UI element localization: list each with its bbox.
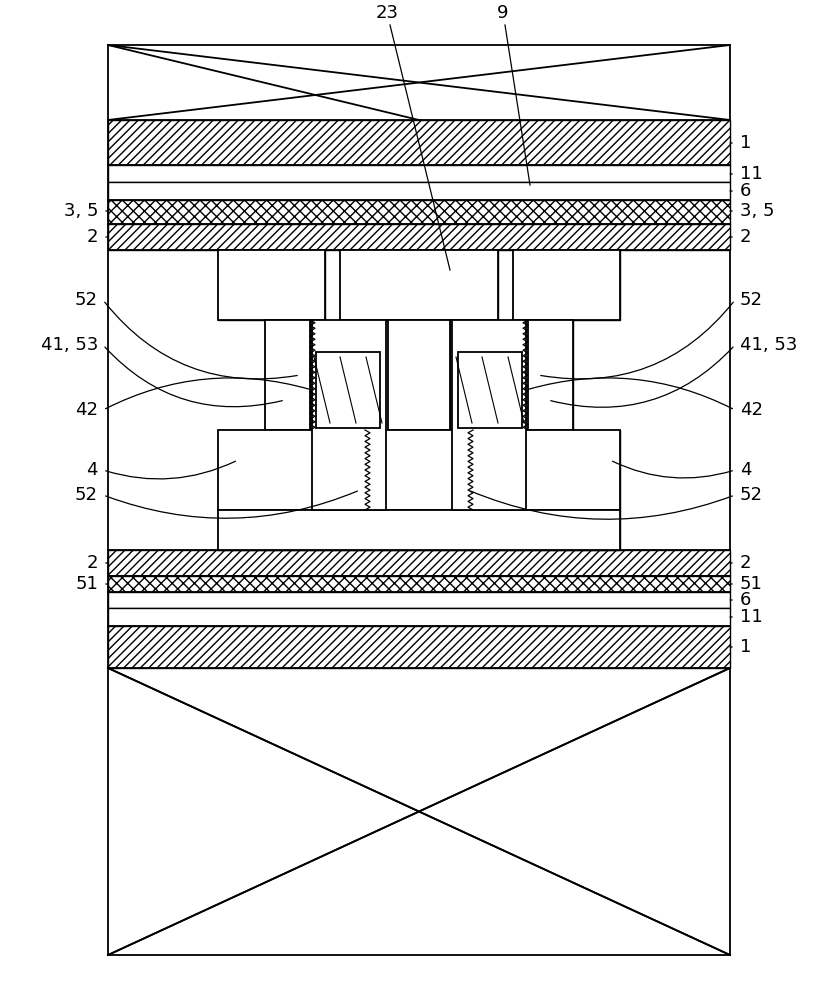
Text: 51: 51	[740, 575, 763, 593]
Bar	[218, 430, 365, 510]
Text: 41, 53: 41, 53	[740, 336, 798, 354]
Bar	[473, 430, 620, 510]
Bar	[312, 320, 386, 510]
Bar	[218, 250, 325, 320]
Text: 11: 11	[740, 608, 763, 626]
Bar	[316, 352, 380, 428]
Text: 1: 1	[740, 134, 752, 152]
Bar	[365, 430, 473, 510]
Bar	[388, 320, 450, 430]
Bar	[108, 165, 730, 182]
Bar	[108, 576, 730, 592]
Text: 4: 4	[740, 461, 752, 479]
Text: 52: 52	[740, 486, 763, 504]
Bar	[340, 250, 498, 320]
Text: 6: 6	[740, 182, 752, 200]
Bar	[108, 224, 730, 250]
Text: 41, 53: 41, 53	[40, 336, 98, 354]
Bar	[108, 592, 730, 608]
Text: 2: 2	[740, 554, 752, 572]
Bar	[340, 250, 498, 320]
Bar	[108, 120, 730, 165]
Text: 52: 52	[740, 291, 763, 309]
Text: 2: 2	[740, 228, 752, 246]
Text: 3, 5: 3, 5	[64, 202, 98, 220]
Bar	[458, 352, 522, 428]
Bar	[265, 320, 310, 430]
Bar	[452, 320, 526, 510]
Bar	[473, 430, 620, 510]
Bar	[513, 250, 620, 320]
Text: 1: 1	[740, 638, 752, 656]
Text: 52: 52	[75, 486, 98, 504]
Bar	[388, 320, 450, 430]
Bar	[218, 510, 620, 550]
Text: 42: 42	[75, 401, 98, 419]
Bar	[528, 320, 573, 430]
Bar	[218, 510, 620, 550]
Text: 42: 42	[740, 401, 763, 419]
Text: 6: 6	[740, 591, 752, 609]
Bar	[218, 250, 325, 320]
Bar	[218, 430, 365, 510]
Bar	[108, 200, 730, 224]
Bar	[108, 608, 730, 626]
Bar	[108, 550, 730, 576]
Text: 3, 5: 3, 5	[740, 202, 774, 220]
Bar	[108, 626, 730, 668]
Bar	[265, 320, 310, 430]
Bar	[108, 182, 730, 200]
Text: 2: 2	[86, 228, 98, 246]
Text: 2: 2	[86, 554, 98, 572]
Text: 23: 23	[375, 4, 399, 22]
Text: 4: 4	[86, 461, 98, 479]
Bar	[108, 45, 730, 955]
Bar	[513, 250, 620, 320]
Text: 51: 51	[75, 575, 98, 593]
Text: 11: 11	[740, 165, 763, 183]
Text: 9: 9	[497, 4, 509, 22]
Text: 52: 52	[75, 291, 98, 309]
Bar	[528, 320, 573, 430]
Bar	[365, 430, 473, 510]
